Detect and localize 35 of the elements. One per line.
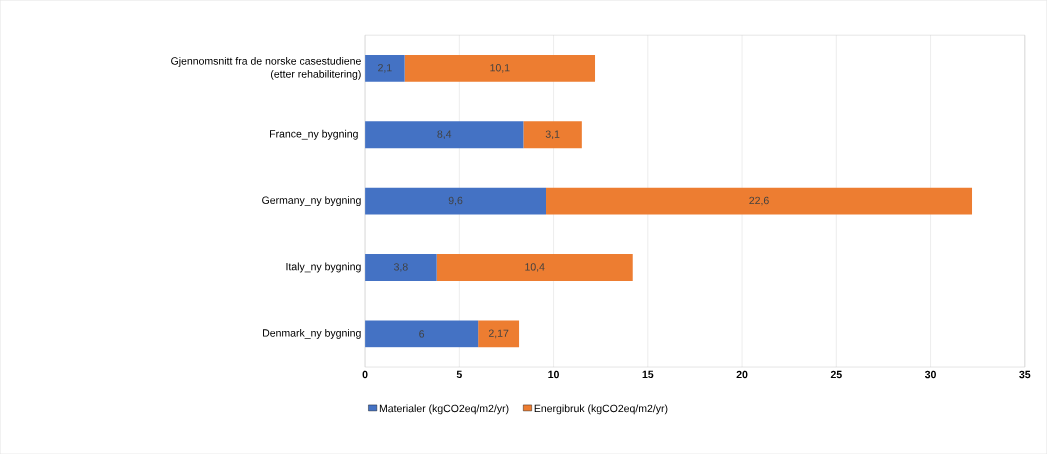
bar (365, 253, 437, 281)
data-label: 2,17 (488, 329, 509, 339)
y-tick-label: France_ny bygning (270, 129, 358, 140)
data-label: 22,6 (749, 196, 769, 206)
x-tick-label: 35 (1019, 370, 1031, 379)
data-label: 10,4 (525, 263, 545, 272)
bar (546, 187, 973, 215)
data-label: 2,1 (378, 63, 392, 73)
data-label: 8,4 (437, 130, 452, 139)
bar (523, 121, 582, 149)
x-tick-label: 5 (456, 370, 462, 378)
y-tick-label: Italy_ny bygning (286, 262, 361, 273)
data-label: 9,6 (448, 196, 463, 206)
bar (365, 187, 547, 215)
bar (436, 253, 633, 281)
x-tick-label: 25 (830, 370, 842, 379)
bar (365, 121, 524, 149)
y-tick-label: Denmark_ny bygning (263, 328, 361, 339)
y-tick-label: Germany_ny bygning (262, 196, 361, 206)
data-label: 3,8 (393, 263, 408, 272)
x-tick-label: 10 (548, 370, 559, 379)
x-tick-label: 30 (924, 370, 936, 379)
legend-label: Materialer (kgCO2eq/m2/yr) (379, 404, 509, 415)
bar (365, 320, 479, 348)
legend-label: Energibruk (kgCO2eq/m2/yr) (534, 404, 668, 415)
data-label: 6 (419, 330, 425, 338)
x-tick-label: 0 (362, 370, 368, 379)
bar (404, 54, 596, 82)
data-label: 3,1 (545, 130, 560, 139)
x-tick-label: 15 (642, 370, 654, 378)
y-tick-label: Gjennomsnitt fra de norske casestudiene (etter rehabilitering) (171, 56, 361, 80)
x-tick-label: 20 (736, 370, 748, 379)
bar (478, 320, 520, 348)
data-label: 10,1 (490, 63, 510, 73)
bar (365, 54, 405, 82)
